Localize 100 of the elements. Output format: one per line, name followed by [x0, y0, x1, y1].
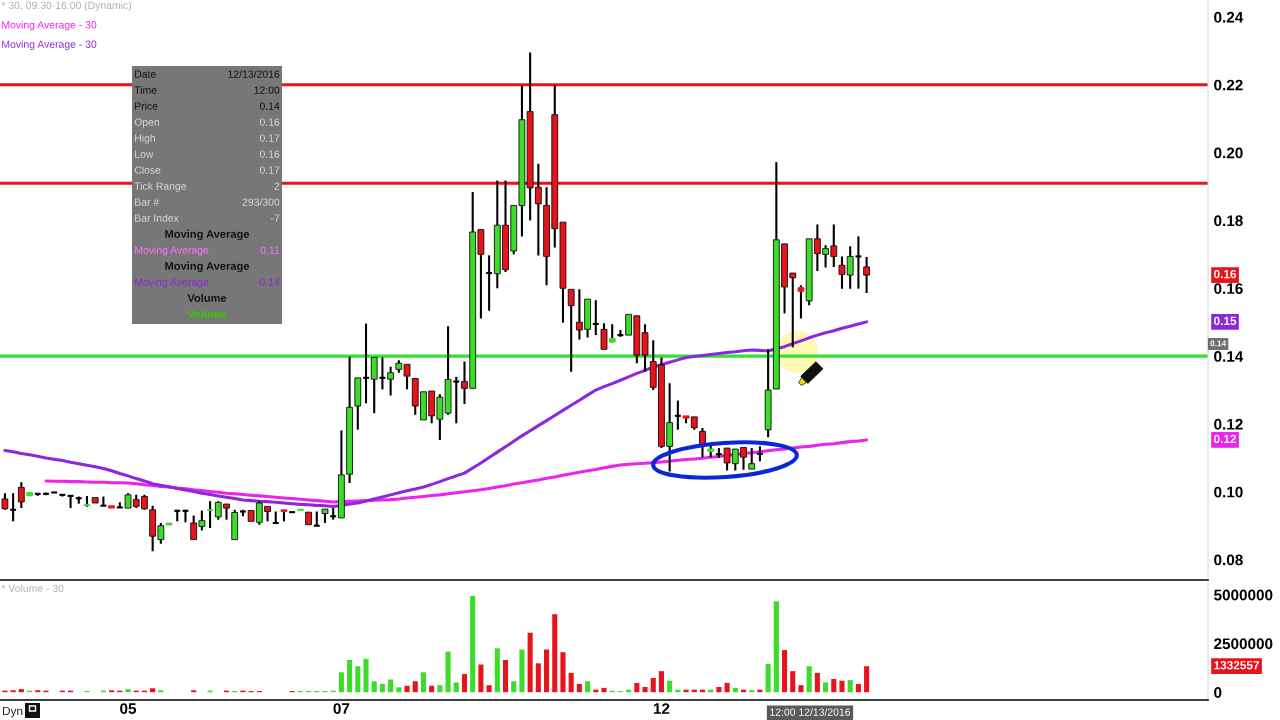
text: Price: [135, 102, 158, 110]
bar: [379, 684, 385, 693]
text: Moving Average - 30: [2, 20, 97, 31]
annotation: Volume: [187, 293, 227, 302]
bar: [445, 651, 451, 693]
y-tick-label: 0.12: [1214, 418, 1243, 430]
bar: [782, 650, 788, 693]
bar: [478, 664, 484, 693]
bar: [806, 666, 812, 693]
candlestick: [567, 288, 575, 373]
text: Low 0.16: [135, 150, 280, 158]
bar: [363, 658, 369, 693]
y-tick-label: 0.22: [1214, 79, 1243, 91]
chart-title: * 30, 09:30-16:00 (Dynamic): [1, 1, 132, 12]
bar: [355, 666, 361, 693]
bar: [847, 680, 853, 693]
bar: [650, 677, 656, 693]
bar: [461, 674, 468, 693]
bar: [823, 682, 829, 693]
bar: [642, 686, 648, 693]
bar: [437, 685, 443, 693]
bar: [412, 681, 418, 693]
text: Date 12/13/2016: [135, 70, 280, 78]
bar: [396, 687, 402, 693]
annotation: Moving Average: [165, 261, 250, 273]
y-tick-label: 0.18: [1214, 215, 1243, 227]
bar: [560, 652, 566, 693]
bar: [535, 663, 541, 693]
candlestick: [108, 505, 115, 509]
bar: [855, 684, 861, 693]
candlestick: [26, 492, 33, 497]
text: Bar Index -7: [135, 214, 280, 222]
y-tick-label: 0.16: [1214, 283, 1243, 294]
y-tick-label: 5000000: [1214, 589, 1273, 601]
candlestick: [321, 508, 329, 525]
candlestick: [9, 492, 18, 523]
bar: [502, 660, 509, 693]
candlestick: [296, 508, 304, 511]
bar: [486, 685, 492, 693]
text: 12:00 12/13/2016: [770, 708, 851, 716]
y-tick-label: 0.24: [1214, 11, 1244, 23]
y-tick-label: 0.14: [1214, 351, 1244, 362]
bar: [371, 681, 377, 693]
bar: [724, 682, 730, 693]
x-tick-label: 05: [120, 703, 137, 714]
text: Tick Range 2: [134, 182, 280, 192]
annotation: Volume: [187, 309, 227, 318]
x-tick-label: 12: [653, 703, 670, 714]
text: 1332557: [1214, 661, 1259, 670]
bar: [634, 682, 640, 693]
candlestick: [485, 254, 494, 312]
candlestick: [91, 497, 99, 504]
candlestick: [312, 510, 321, 527]
candlestick: [271, 510, 280, 525]
candlestick: [50, 491, 59, 494]
text: Moving Average 0.14: [135, 278, 280, 288]
bar: [429, 685, 435, 693]
y-tick-label: 0: [1214, 687, 1222, 698]
bar: [568, 672, 574, 693]
bar: [150, 688, 156, 693]
bar: [864, 666, 870, 693]
bar: [18, 689, 24, 693]
candlestick: [305, 511, 312, 526]
y-tick-label: 0.08: [1214, 554, 1243, 566]
bar: [527, 632, 533, 693]
x-tick-label: 07: [333, 703, 350, 714]
bar: [831, 678, 837, 693]
bar: [470, 595, 476, 693]
bar: [773, 601, 779, 693]
bar: [716, 686, 722, 693]
text: Moving Average - 30: [2, 40, 97, 50]
candlestick: [387, 365, 394, 397]
candlestick: [863, 256, 870, 295]
candlestick: [591, 299, 600, 337]
bar: [519, 649, 525, 693]
bar: [404, 685, 410, 693]
line-series: [3, 320, 869, 508]
y-tick-label: 0.20: [1214, 147, 1243, 159]
bar: [494, 648, 500, 693]
candlestick: [748, 447, 756, 470]
candlestick: [83, 494, 91, 507]
bar: [125, 689, 131, 693]
bar: [814, 672, 820, 693]
bar: [765, 663, 771, 693]
bar: [420, 672, 426, 693]
text: High 0.17: [135, 134, 280, 144]
candlestick: [600, 322, 608, 350]
text: Moving Average 0.11: [135, 246, 280, 256]
chart-title: * Volume - 30: [1, 584, 64, 593]
y-tick-label: 2500000: [1214, 638, 1273, 650]
bar: [347, 660, 353, 693]
bar: [552, 614, 558, 693]
annotation: Moving Average: [165, 229, 250, 241]
bar: [338, 672, 344, 693]
candlestick: [354, 377, 362, 431]
bar: [544, 649, 550, 693]
candlestick: [673, 399, 682, 431]
annotation: 0.14: [259, 102, 280, 110]
bar: [839, 680, 845, 693]
line-series: [44, 438, 869, 504]
